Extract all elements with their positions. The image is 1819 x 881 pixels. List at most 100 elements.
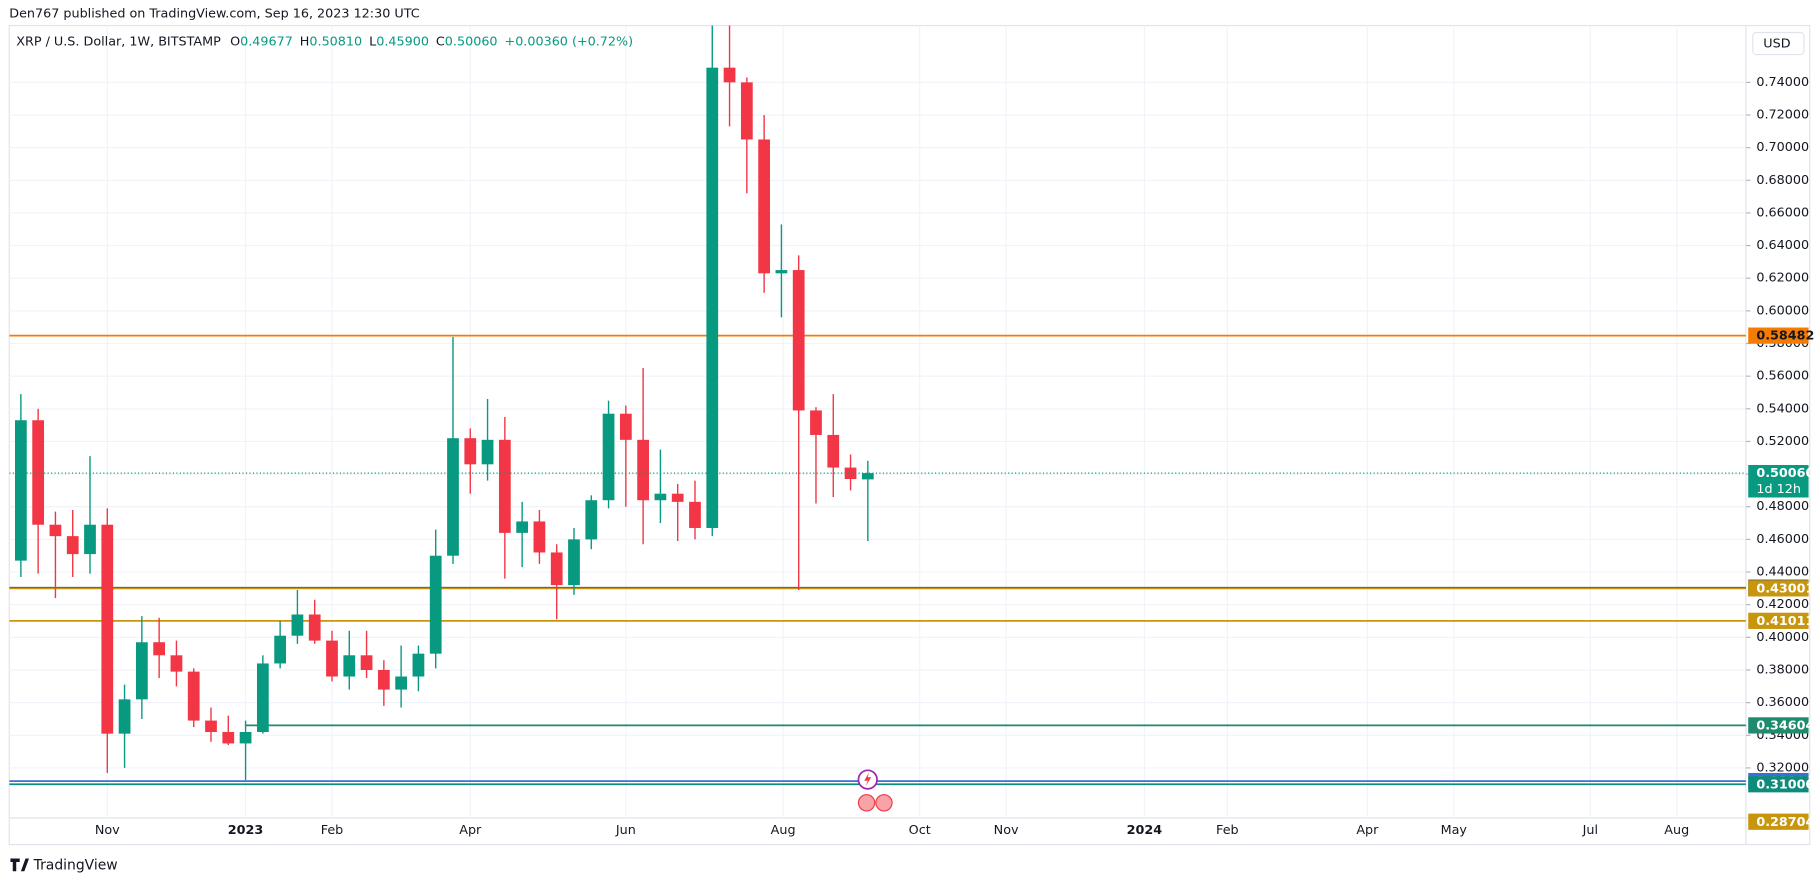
candle-body bbox=[827, 434, 840, 468]
y-tick-label: 0.72000 bbox=[1756, 107, 1809, 122]
x-tick-label: May bbox=[1441, 823, 1468, 838]
x-tick-label: 2023 bbox=[228, 823, 264, 838]
candle-body bbox=[550, 552, 563, 586]
event-icon[interactable] bbox=[857, 794, 876, 812]
legend-value: 0.45900 bbox=[376, 34, 429, 49]
x-tick-label: Nov bbox=[994, 823, 1019, 838]
candle-body bbox=[256, 663, 269, 733]
y-tick-label: 0.46000 bbox=[1756, 532, 1809, 547]
event-icon-glyph bbox=[864, 772, 872, 787]
x-tick-label: Jun bbox=[615, 823, 636, 838]
currency-button[interactable] bbox=[1752, 31, 1805, 56]
candle-body bbox=[326, 640, 338, 677]
candles bbox=[9, 25, 1746, 781]
candle-body bbox=[810, 410, 822, 435]
x-tick-label: Aug bbox=[1664, 823, 1689, 838]
candle-body bbox=[861, 473, 874, 480]
x-tick-label: Feb bbox=[321, 823, 344, 838]
level-label: 0.41011 bbox=[1756, 614, 1814, 629]
legend-key: H bbox=[300, 34, 310, 49]
candle-body bbox=[49, 524, 62, 537]
event-icon[interactable] bbox=[875, 794, 893, 812]
candle-body bbox=[481, 439, 494, 465]
level-label-box bbox=[1748, 612, 1809, 629]
candle-body bbox=[775, 270, 788, 274]
candle-body bbox=[187, 671, 200, 721]
x-tick-label: Apr bbox=[1356, 823, 1379, 838]
legend-value: 0.49677 bbox=[240, 34, 293, 49]
candle-body bbox=[205, 720, 217, 733]
candle-body bbox=[671, 493, 684, 502]
candle-body bbox=[84, 524, 96, 555]
candle-body bbox=[222, 732, 235, 744]
y-tick-label: 0.64000 bbox=[1756, 238, 1809, 253]
candle-body bbox=[464, 438, 477, 465]
candle-body bbox=[239, 732, 252, 744]
y-tick-label: 0.44000 bbox=[1756, 565, 1809, 580]
x-tick-label: Apr bbox=[459, 823, 482, 838]
legend-value: 0.50060 bbox=[445, 34, 498, 49]
y-tick-label: 0.36000 bbox=[1756, 695, 1809, 710]
candle-body bbox=[844, 467, 857, 480]
y-tick-label: 0.74000 bbox=[1756, 75, 1809, 90]
candle-body bbox=[706, 67, 719, 528]
legend-value: 0.50810 bbox=[309, 34, 362, 49]
last-price-box bbox=[1748, 465, 1809, 498]
candle-body bbox=[14, 420, 27, 561]
chart-frame bbox=[8, 24, 1811, 846]
y-tick-label: 0.42000 bbox=[1756, 597, 1809, 612]
candle-body bbox=[568, 539, 580, 586]
x-tick-label: Aug bbox=[771, 823, 796, 838]
x-tick-label: Oct bbox=[909, 823, 931, 838]
y-tick-label: 0.70000 bbox=[1756, 140, 1809, 155]
currency-label[interactable]: USD bbox=[1763, 37, 1790, 52]
candle-body bbox=[516, 521, 529, 533]
legend-key: L bbox=[369, 34, 377, 49]
y-tick-label: 0.38000 bbox=[1756, 662, 1809, 677]
candle-body bbox=[533, 521, 546, 553]
candle-body bbox=[170, 655, 183, 672]
candle-body bbox=[66, 536, 79, 555]
level-label-box bbox=[1748, 717, 1809, 734]
legend-key: O bbox=[230, 34, 240, 49]
level-label: 0.58482 bbox=[1756, 329, 1814, 344]
candle-body bbox=[153, 642, 166, 656]
legend-key: C bbox=[436, 34, 445, 49]
candle-body bbox=[343, 655, 356, 677]
level-label-box bbox=[1748, 327, 1809, 344]
level-label: 0.28704 bbox=[1756, 815, 1814, 830]
candle-body bbox=[308, 614, 321, 641]
x-tick-label: Nov bbox=[95, 823, 120, 838]
candle-body bbox=[498, 439, 511, 533]
x-tick-label: Jul bbox=[1582, 823, 1598, 838]
candle-body bbox=[723, 67, 736, 83]
candle-body bbox=[740, 82, 753, 140]
y-tick-label: 0.66000 bbox=[1756, 205, 1809, 220]
candle-body bbox=[101, 524, 114, 734]
level-label-box bbox=[1748, 813, 1809, 830]
candle-body bbox=[429, 555, 442, 654]
y-tick-label: 0.52000 bbox=[1756, 434, 1809, 449]
x-tick-label: Feb bbox=[1216, 823, 1239, 838]
y-tick-label: 0.54000 bbox=[1756, 401, 1809, 416]
y-tick-label: 0.40000 bbox=[1756, 630, 1809, 645]
x-tick-label: 2024 bbox=[1127, 823, 1163, 838]
candle-body bbox=[412, 653, 425, 677]
level-label-box bbox=[1748, 776, 1809, 793]
level-label: 0.43001 bbox=[1756, 581, 1814, 596]
y-tick-label: 0.32000 bbox=[1756, 760, 1809, 775]
y-tick-label: 0.68000 bbox=[1756, 173, 1809, 188]
candle-body bbox=[602, 413, 615, 501]
candle-body bbox=[291, 614, 304, 636]
candle-body bbox=[274, 635, 287, 664]
candle-body bbox=[619, 413, 632, 440]
y-tick-label: 0.60000 bbox=[1756, 303, 1809, 318]
event-icons bbox=[857, 769, 893, 812]
y-tick-label: 0.56000 bbox=[1756, 369, 1809, 384]
grid bbox=[9, 25, 1746, 818]
level-label: 0.31000 bbox=[1756, 777, 1814, 792]
legend-value: +0.00360 (+0.72%) bbox=[505, 34, 634, 49]
candle-body bbox=[32, 420, 45, 525]
